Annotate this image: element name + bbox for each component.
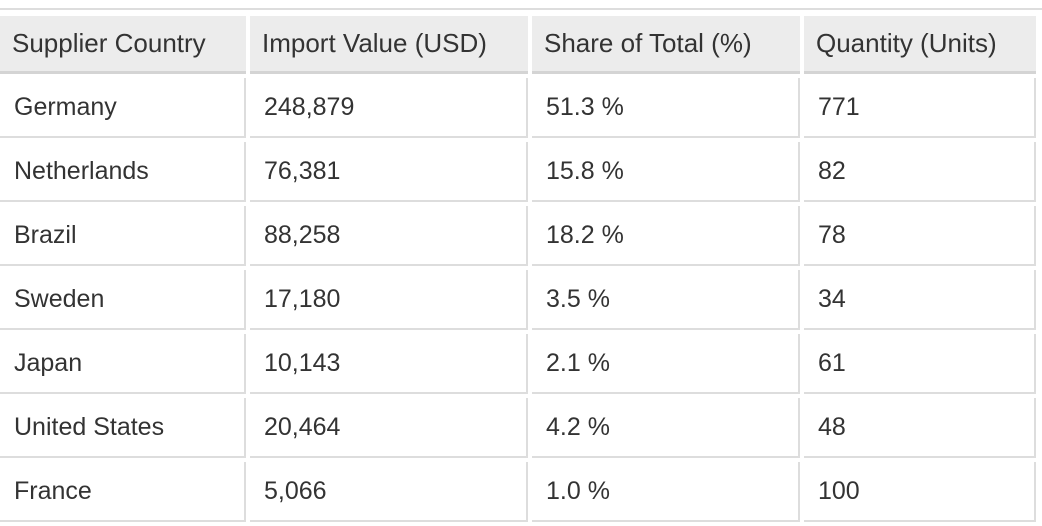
column-header-supplier-country: Supplier Country — [0, 16, 246, 74]
column-header-import-value: Import Value (USD) — [250, 16, 528, 74]
cell-supplier-country: Netherlands — [0, 142, 246, 202]
cell-supplier-country: France — [0, 462, 246, 522]
cell-import-value: 76,381 — [250, 142, 528, 202]
table-row: Germany 248,879 51.3 % 771 — [0, 78, 1036, 138]
table-row: United States 20,464 4.2 % 48 — [0, 398, 1036, 458]
cell-quantity: 82 — [804, 142, 1036, 202]
cell-share-of-total: 2.1 % — [532, 334, 800, 394]
table-row: Netherlands 76,381 15.8 % 82 — [0, 142, 1036, 202]
cell-import-value: 20,464 — [250, 398, 528, 458]
table-row: Japan 10,143 2.1 % 61 — [0, 334, 1036, 394]
cell-quantity: 61 — [804, 334, 1036, 394]
cell-share-of-total: 51.3 % — [532, 78, 800, 138]
cell-quantity: 771 — [804, 78, 1036, 138]
cell-import-value: 5,066 — [250, 462, 528, 522]
cell-import-value: 17,180 — [250, 270, 528, 330]
cell-share-of-total: 3.5 % — [532, 270, 800, 330]
cell-supplier-country: Japan — [0, 334, 246, 394]
cell-import-value: 10,143 — [250, 334, 528, 394]
cell-quantity: 78 — [804, 206, 1036, 266]
cell-share-of-total: 15.8 % — [532, 142, 800, 202]
column-header-quantity: Quantity (Units) — [804, 16, 1036, 74]
cell-supplier-country: Germany — [0, 78, 246, 138]
table-row: Brazil 88,258 18.2 % 78 — [0, 206, 1036, 266]
cell-share-of-total: 18.2 % — [532, 206, 800, 266]
cell-supplier-country: Brazil — [0, 206, 246, 266]
cell-quantity: 34 — [804, 270, 1036, 330]
table-row: France 5,066 1.0 % 100 — [0, 462, 1036, 522]
table-row: Sweden 17,180 3.5 % 34 — [0, 270, 1036, 330]
top-divider — [0, 8, 1042, 10]
cell-quantity: 100 — [804, 462, 1036, 522]
cell-supplier-country: United States — [0, 398, 246, 458]
cell-import-value: 88,258 — [250, 206, 528, 266]
import-table: Supplier Country Import Value (USD) Shar… — [0, 12, 1040, 526]
cell-import-value: 248,879 — [250, 78, 528, 138]
cell-share-of-total: 1.0 % — [532, 462, 800, 522]
cell-share-of-total: 4.2 % — [532, 398, 800, 458]
cell-supplier-country: Sweden — [0, 270, 246, 330]
cell-quantity: 48 — [804, 398, 1036, 458]
column-header-share-of-total: Share of Total (%) — [532, 16, 800, 74]
header-row: Supplier Country Import Value (USD) Shar… — [0, 16, 1036, 74]
